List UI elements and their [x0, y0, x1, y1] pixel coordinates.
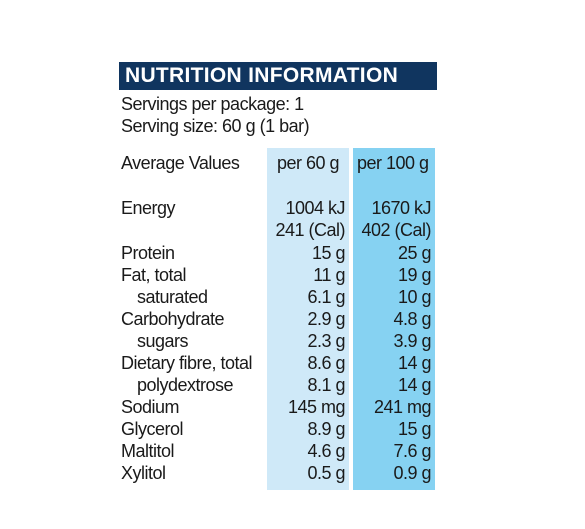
servings-per-package: Servings per package: 1	[121, 94, 304, 114]
value-per-100g: 241 mg	[373, 397, 432, 417]
row-polydextrose: polydextrose 8.1 g 14 g	[119, 374, 437, 396]
value-per-60g: 4.6 g	[307, 441, 345, 461]
panel-title: NUTRITION INFORMATION	[119, 62, 437, 90]
value-per-60g: 11 g	[313, 265, 345, 285]
value-per-100g: 4.8 g	[393, 309, 431, 329]
row-fat-total: Fat, total 11 g 19 g	[119, 264, 437, 286]
value-per-60g: 241 (Cal)	[275, 220, 345, 240]
nutrition-panel: NUTRITION INFORMATION Servings per packa…	[119, 62, 437, 492]
value-per-100g: 19 g	[397, 265, 432, 285]
value-per-100g: 14 g	[397, 353, 432, 373]
row-label: Maltitol	[121, 441, 175, 461]
row-glycerol: Glycerol 8.9 g 15 g	[119, 418, 437, 440]
value-per-60g: 8.1 g	[307, 375, 345, 395]
per-60g-header: per 60 g	[277, 153, 340, 173]
value-per-60g: 2.3 g	[307, 331, 345, 351]
row-label: Carbohydrate	[121, 309, 225, 329]
row-protein: Protein 15 g 25 g	[119, 242, 437, 264]
value-per-100g: 14 g	[397, 375, 432, 395]
row-label: Xylitol	[121, 463, 166, 483]
row-maltitol: Maltitol 4.6 g 7.6 g	[119, 440, 437, 462]
per-60g-column-bg	[267, 148, 349, 490]
value-per-60g: 1004 kJ	[285, 198, 345, 218]
row-label: Fat, total	[121, 265, 187, 285]
value-per-60g: 145 mg	[287, 397, 346, 417]
row-label: Dietary fibre, total	[121, 353, 253, 373]
value-per-60g: 0.5 g	[307, 463, 345, 483]
value-per-100g: 10 g	[397, 287, 432, 307]
row-label: sugars	[137, 331, 189, 351]
per-100g-header: per 100 g	[357, 153, 429, 173]
value-per-60g: 8.6 g	[307, 353, 345, 373]
row-label: polydextrose	[137, 375, 234, 395]
serving-size: Serving size: 60 g (1 bar)	[121, 116, 310, 136]
row-energy: Energy 1004 kJ 1670 kJ	[119, 197, 437, 219]
row-dietary-fibre: Dietary fibre, total 8.6 g 14 g	[119, 352, 437, 374]
row-label: saturated	[137, 287, 208, 307]
value-per-100g: 25 g	[397, 243, 432, 263]
row-carbohydrate: Carbohydrate 2.9 g 4.8 g	[119, 308, 437, 330]
value-per-100g: 15 g	[397, 419, 432, 439]
row-xylitol: Xylitol 0.5 g 0.9 g	[119, 462, 437, 484]
value-per-100g: 7.6 g	[393, 441, 431, 461]
row-label: Glycerol	[121, 419, 184, 439]
value-per-60g: 2.9 g	[307, 309, 345, 329]
row-label: Sodium	[121, 397, 180, 417]
value-per-60g: 15 g	[311, 243, 346, 263]
value-per-100g: 3.9 g	[393, 331, 431, 351]
average-values-label: Average Values	[121, 153, 240, 173]
row-saturated: saturated 6.1 g 10 g	[119, 286, 437, 308]
per-100g-column-bg	[353, 148, 435, 490]
row-sugars: sugars 2.3 g 3.9 g	[119, 330, 437, 352]
value-per-100g: 1670 kJ	[371, 198, 431, 218]
value-per-100g: 0.9 g	[393, 463, 431, 483]
value-per-60g: 8.9 g	[307, 419, 345, 439]
row-label: Energy	[121, 198, 176, 218]
row-sodium: Sodium 145 mg 241 mg	[119, 396, 437, 418]
value-per-60g: 6.1 g	[307, 287, 345, 307]
row-energy-cal: 241 (Cal) 402 (Cal)	[119, 219, 437, 241]
row-label: Protein	[121, 243, 175, 263]
value-per-100g: 402 (Cal)	[361, 220, 431, 240]
